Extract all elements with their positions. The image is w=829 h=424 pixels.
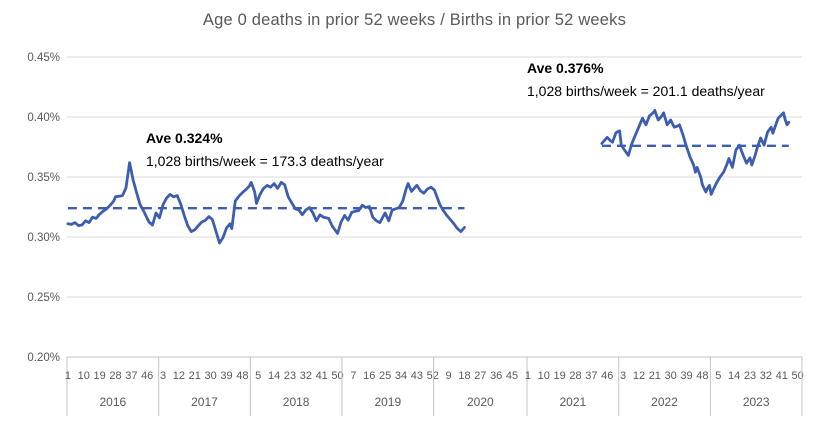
x-tick-label-week: 46 xyxy=(601,370,613,382)
x-tick-label-week: 25 xyxy=(379,370,391,382)
x-tick-label-week: 48 xyxy=(236,370,248,382)
x-tick-label-week: 7 xyxy=(350,370,356,382)
y-tick-label: 0.20% xyxy=(27,352,60,364)
x-tick-label-year: 2021 xyxy=(560,395,587,409)
annotation-period1-note: 1,028 births/week = 173.3 deaths/year xyxy=(146,153,384,169)
x-tick-label-year: 2023 xyxy=(743,395,770,409)
annotation-period1-average: Ave 0.324% xyxy=(146,130,223,146)
x-tick-label-week: 41 xyxy=(316,370,328,382)
annotation-period1: Ave 0.324% 1,028 births/week = 173.3 dea… xyxy=(146,127,384,173)
x-tick-label-week: 1 xyxy=(65,370,71,382)
x-tick-label-week: 45 xyxy=(506,370,518,382)
x-tick-label-week: 50 xyxy=(331,370,343,382)
x-tick-label-week: 32 xyxy=(760,370,772,382)
x-tick-label-week: 5 xyxy=(255,370,261,382)
x-tick-label-year: 2016 xyxy=(99,395,126,409)
x-tick-label-week: 39 xyxy=(220,370,232,382)
x-tick-label-week: 21 xyxy=(189,370,201,382)
x-tick-label-week: 39 xyxy=(680,370,692,382)
x-tick-label-week: 14 xyxy=(728,370,740,382)
x-tick-label-week: 30 xyxy=(665,370,677,382)
x-tick-label-week: 23 xyxy=(744,370,756,382)
chart-title: Age 0 deaths in prior 52 weeks / Births … xyxy=(202,11,627,29)
y-tick-label: 0.25% xyxy=(27,292,60,304)
annotation-period2: Ave 0.376% 1,028 births/week = 201.1 dea… xyxy=(527,57,765,103)
x-tick-label-week: 23 xyxy=(284,370,296,382)
x-tick-label-year: 2022 xyxy=(651,395,678,409)
x-tick-label-week: 9 xyxy=(446,370,452,382)
x-tick-label-week: 10 xyxy=(538,370,550,382)
x-tick-label-week: 28 xyxy=(109,370,121,382)
x-tick-label-week: 32 xyxy=(300,370,312,382)
x-tick-label-year: 2018 xyxy=(283,395,310,409)
x-tick-label-week: 48 xyxy=(696,370,708,382)
annotation-period2-note: 1,028 births/week = 201.1 deaths/year xyxy=(527,83,765,99)
data-line-period2 xyxy=(600,109,791,196)
x-tick-label-week: 34 xyxy=(395,370,407,382)
x-tick-label-week: 50 xyxy=(791,370,803,382)
x-tick-label-week: 27 xyxy=(474,370,486,382)
x-tick-label-week: 21 xyxy=(649,370,661,382)
x-tick-label-week: 12 xyxy=(173,370,185,382)
annotation-period2-average: Ave 0.376% xyxy=(527,60,604,76)
data-line-period1 xyxy=(66,161,466,245)
x-tick-label-year: 2019 xyxy=(374,395,401,409)
x-tick-label-week: 5 xyxy=(715,370,721,382)
x-tick-label-week: 14 xyxy=(268,370,280,382)
x-tick-label-week: 3 xyxy=(620,370,626,382)
x-tick-label-week: 43 xyxy=(411,370,423,382)
x-tick-label-week: 28 xyxy=(569,370,581,382)
y-tick-label: 0.45% xyxy=(27,52,60,64)
y-tick-label: 0.35% xyxy=(27,172,60,184)
x-tick-label-week: 37 xyxy=(125,370,137,382)
y-tick-label: 0.40% xyxy=(27,112,60,124)
x-tick-label-week: 18 xyxy=(458,370,470,382)
x-tick-label-year: 2020 xyxy=(467,395,494,409)
x-tick-label-week: 19 xyxy=(93,370,105,382)
x-tick-label-week: 12 xyxy=(633,370,645,382)
x-tick-label-year: 2017 xyxy=(191,395,218,409)
x-tick-label-week: 16 xyxy=(363,370,375,382)
x-tick-label-week: 36 xyxy=(490,370,502,382)
x-tick-label-week: 10 xyxy=(78,370,90,382)
x-tick-label-week: 37 xyxy=(585,370,597,382)
x-tick-label-week: 41 xyxy=(776,370,788,382)
x-tick-label-week: 1 xyxy=(525,370,531,382)
x-tick-label-week: 3 xyxy=(160,370,166,382)
x-tick-label-week: 52 xyxy=(427,370,439,382)
x-tick-label-week: 46 xyxy=(141,370,153,382)
x-tick-label-week: 19 xyxy=(554,370,566,382)
x-tick-label-week: 30 xyxy=(205,370,217,382)
y-tick-label: 0.30% xyxy=(27,232,60,244)
